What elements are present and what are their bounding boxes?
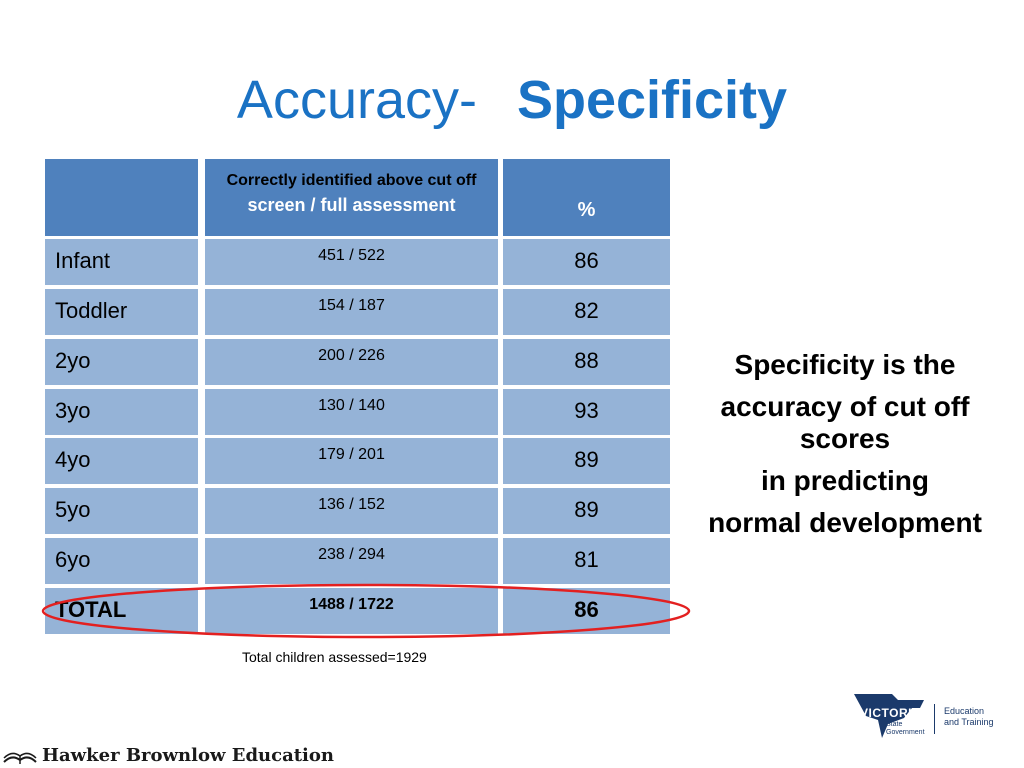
title-specificity: Specificity xyxy=(516,70,788,130)
total-row-ratio: 1488 / 1722 xyxy=(205,588,498,634)
education-label: Education xyxy=(944,706,985,716)
row-percent: 82 xyxy=(503,289,670,335)
row-ratio: 451 / 522 xyxy=(205,239,498,285)
row-label: 6yo xyxy=(45,538,198,584)
row-ratio: 154 / 187 xyxy=(205,289,498,335)
definition-line: normal development xyxy=(708,507,982,538)
total-row-percent: 86 xyxy=(503,588,670,634)
specificity-definition: Specificity is the accuracy of cut off s… xyxy=(690,345,1000,539)
definition-line: scores xyxy=(799,423,891,454)
row-ratio: 130 / 140 xyxy=(205,389,498,435)
total-assessed-note: Total children assessed=1929 xyxy=(242,649,427,665)
row-label: Infant xyxy=(45,239,198,285)
definition-line: Specificity is the xyxy=(734,349,956,380)
education-training-label: Education and Training xyxy=(944,706,994,728)
brand-name: Hawker Brownlow Education xyxy=(42,744,334,766)
training-label: and Training xyxy=(944,717,994,727)
row-percent: 93 xyxy=(503,389,670,435)
row-percent: 89 xyxy=(503,488,670,534)
row-label: 3yo xyxy=(45,389,198,435)
row-label: 4yo xyxy=(45,438,198,484)
state-government-label: State Government xyxy=(886,721,925,737)
row-percent: 89 xyxy=(503,438,670,484)
title-accuracy: Accuracy- xyxy=(236,70,477,130)
row-percent: 88 xyxy=(503,339,670,385)
government-label: Government xyxy=(886,729,925,736)
open-book-icon xyxy=(3,752,37,764)
row-label: 5yo xyxy=(45,488,198,534)
definition-line: in predicting xyxy=(761,465,929,496)
row-label: 2yo xyxy=(45,339,198,385)
row-ratio: 136 / 152 xyxy=(205,488,498,534)
state-label: State xyxy=(886,721,903,728)
table-header-blank xyxy=(45,159,198,236)
definition-line: accuracy of cut off xyxy=(720,391,970,422)
row-ratio: 238 / 294 xyxy=(205,538,498,584)
header-percent-label: % xyxy=(577,199,596,221)
row-ratio: 179 / 201 xyxy=(205,438,498,484)
victoria-government-logo: VICTORIA State Government Education and … xyxy=(852,690,1002,742)
row-percent: 86 xyxy=(503,239,670,285)
header-ratio-line2: screen / full assessment xyxy=(247,195,456,215)
table-header-percent: % xyxy=(503,159,670,236)
table-header-ratio: Correctly identified above cut off scree… xyxy=(205,159,498,236)
header-ratio-line1: Correctly identified above cut off xyxy=(226,172,477,189)
victoria-wordmark: VICTORIA xyxy=(860,706,922,720)
total-row-label: TOTAL xyxy=(45,588,198,634)
row-ratio: 200 / 226 xyxy=(205,339,498,385)
row-label: Toddler xyxy=(45,289,198,335)
hawker-brownlow-logo: Hawker Brownlow Education xyxy=(2,742,334,768)
logo-divider xyxy=(934,704,935,734)
row-percent: 81 xyxy=(503,538,670,584)
slide-title: Accuracy- Specificity xyxy=(0,66,1024,134)
victoria-map-icon xyxy=(854,694,924,738)
